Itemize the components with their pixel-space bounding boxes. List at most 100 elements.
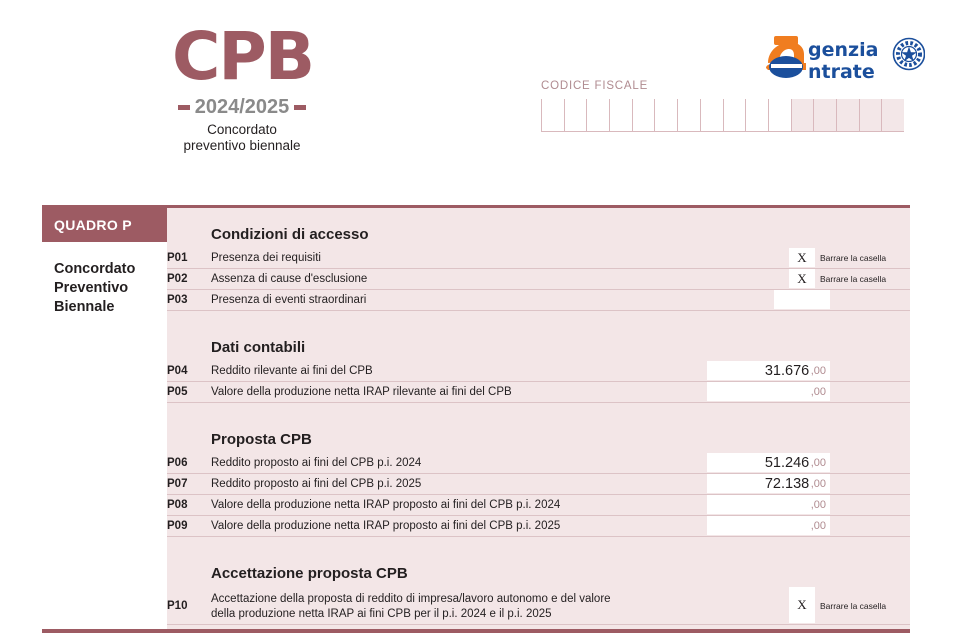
row-description: Valore della produzione netta IRAP propo… xyxy=(211,499,561,511)
checkbox-mark: X xyxy=(797,249,807,265)
sidebar-title-line1: Concordato xyxy=(54,261,136,277)
section-title: Condizioni di accesso xyxy=(211,226,369,243)
amount-input-p09[interactable]: ,00 xyxy=(707,516,830,535)
cpb-subtitle-line2: preventivo biennale xyxy=(183,138,301,153)
amount-cents: ,00 xyxy=(810,364,826,377)
amount-input-p04[interactable]: 31.676,00 xyxy=(707,361,830,380)
codice-fiscale-cell-1[interactable] xyxy=(541,99,564,131)
cpb-logo: CPB 2024/2025 Concordato preventivo bien… xyxy=(172,18,315,154)
codice-fiscale-cell-8[interactable] xyxy=(699,99,723,131)
sidebar-title: Concordato Preventivo Biennale xyxy=(42,260,167,317)
codice-fiscale-cell-3[interactable] xyxy=(586,99,610,131)
dash-right-icon xyxy=(294,105,307,110)
form-top-rule xyxy=(42,205,910,208)
codice-fiscale-label: CODICE FISCALE xyxy=(541,80,649,92)
amount-input-p08[interactable]: ,00 xyxy=(707,495,830,514)
codice-fiscale-cell-11[interactable] xyxy=(767,99,791,131)
amount-value: 31.676 xyxy=(764,362,810,379)
form-sidebar: QUADRO P Concordato Preventivo Biennale xyxy=(42,208,167,629)
svg-text:genzia: genzia xyxy=(808,39,878,61)
row-code: P06 xyxy=(167,457,188,469)
cpb-subtitle-line1: Concordato xyxy=(207,122,277,137)
row-code: P08 xyxy=(167,499,188,511)
codice-fiscale-cell-6[interactable] xyxy=(654,99,678,131)
amount-value: 72.138 xyxy=(764,475,810,492)
amount-value: 51.246 xyxy=(764,454,810,471)
quadro-badge: QUADRO P xyxy=(42,208,167,242)
quadro-p-form: QUADRO P Concordato Preventivo Biennale … xyxy=(42,205,910,633)
row-description: Presenza di eventi straordinari xyxy=(211,294,367,306)
section-spacer xyxy=(167,537,910,551)
checkbox-p02[interactable]: X xyxy=(789,269,815,288)
codice-fiscale-cell-10[interactable] xyxy=(745,99,768,131)
codice-fiscale-cell-15[interactable] xyxy=(858,99,882,131)
amount-input-p06[interactable]: 51.246,00 xyxy=(707,453,830,472)
row-code: P03 xyxy=(167,294,188,306)
cpb-logo-text: CPB xyxy=(172,18,315,95)
sidebar-title-line3: Biennale xyxy=(54,299,115,315)
amount-input-p05[interactable]: ,00 xyxy=(707,382,830,401)
section-title: Dati contabili xyxy=(211,339,306,356)
section-title: Accettazione proposta CPB xyxy=(211,565,408,582)
checkbox-p01[interactable]: X xyxy=(789,248,815,267)
form-row-p06: P06 Reddito proposto ai fini del CPB p.i.… xyxy=(167,453,910,474)
checkbox-hint: Barrare la casella xyxy=(820,600,887,611)
codice-fiscale-cell-2[interactable] xyxy=(563,99,587,131)
form-bottom-rule xyxy=(42,629,910,633)
form-row-p07: P07 Reddito proposto ai fini del CPB p.i.… xyxy=(167,474,910,495)
form-row-p01: P01 Presenza dei requisiti X Barrare la cas… xyxy=(167,248,910,269)
form-row-p08: P08 Valore della produzione netta IRAP pr… xyxy=(167,495,910,516)
row-code: P01 xyxy=(167,252,188,264)
form-row-p04: P04 Reddito rilevante ai fini del CPB 31.6… xyxy=(167,361,910,382)
row-code: P04 xyxy=(167,365,188,377)
checkbox-hint: Barrare la casella xyxy=(820,274,887,284)
checkbox-mark: X xyxy=(797,270,807,286)
codice-fiscale-boxes[interactable] xyxy=(541,99,904,132)
form-panel: Condizioni di accesso P01 Presenza dei req… xyxy=(167,208,910,629)
amount-cents: ,00 xyxy=(810,477,826,490)
checkbox-hint: Barrare la casella xyxy=(820,253,887,263)
row-description: Assenza di cause d'esclusione xyxy=(211,273,368,285)
row-description: Valore della produzione netta IRAP propo… xyxy=(211,520,561,532)
form-row-p03: P03 Presenza di eventi straordinari xyxy=(167,290,910,311)
row-code: P02 xyxy=(167,273,188,285)
form-row-p10: P10 Accettazione della proposta di reddit… xyxy=(167,587,910,625)
checkbox-p10[interactable]: X xyxy=(789,587,815,623)
row-description: Reddito proposto ai fini del CPB p.i. 20… xyxy=(211,457,422,469)
codice-fiscale-cell-7[interactable] xyxy=(677,99,700,131)
section-title: Proposta CPB xyxy=(211,431,312,448)
row-code: P10 xyxy=(167,599,188,612)
dash-left-icon xyxy=(177,105,190,110)
cpb-logo-subtitle: Concordato preventivo biennale xyxy=(172,122,312,154)
codice-fiscale-cell-4[interactable] xyxy=(609,99,632,131)
sidebar-title-line2: Preventivo xyxy=(54,280,129,296)
row-code: P09 xyxy=(167,520,188,532)
amount-cents: ,00 xyxy=(810,519,826,532)
section-spacer xyxy=(167,403,910,417)
row-description: Valore della produzione netta IRAP rilev… xyxy=(211,386,512,398)
codice-fiscale-cell-14[interactable] xyxy=(835,99,859,131)
form-row-p02: P02 Assenza di cause d'esclusione X Barrare… xyxy=(167,269,910,290)
input-p03[interactable] xyxy=(774,290,830,309)
section-spacer xyxy=(167,311,910,325)
amount-input-p07[interactable]: 72.138,00 xyxy=(707,474,830,493)
row-description: Reddito proposto ai fini del CPB p.i. 20… xyxy=(211,478,422,490)
cpb-years-text: 2024/2025 xyxy=(194,96,290,118)
form-row-p09: P09 Valore della produzione netta IRAP pr… xyxy=(167,516,910,537)
codice-fiscale-cell-16[interactable] xyxy=(881,99,904,131)
row-code: P07 xyxy=(167,478,188,490)
codice-fiscale-cell-5[interactable] xyxy=(631,99,655,131)
page-header: CPB 2024/2025 Concordato preventivo bien… xyxy=(0,0,961,190)
agenzia-entrate-logo: genzia ntrate xyxy=(760,30,926,86)
cpb-logo-years: 2024/2025 xyxy=(172,96,312,119)
checkbox-mark: X xyxy=(797,597,807,612)
svg-text:ntrate: ntrate xyxy=(808,61,875,83)
amount-cents: ,00 xyxy=(810,456,826,469)
amount-cents: ,00 xyxy=(810,498,826,511)
codice-fiscale-cell-13[interactable] xyxy=(813,99,836,131)
row-description: Presenza dei requisiti xyxy=(211,252,321,264)
form-row-p05: P05 Valore della produzione netta IRAP ri… xyxy=(167,382,910,403)
codice-fiscale-cell-12[interactable] xyxy=(790,99,814,131)
codice-fiscale-cell-9[interactable] xyxy=(722,99,746,131)
codice-fiscale-field[interactable]: CODICE FISCALE xyxy=(541,80,904,132)
